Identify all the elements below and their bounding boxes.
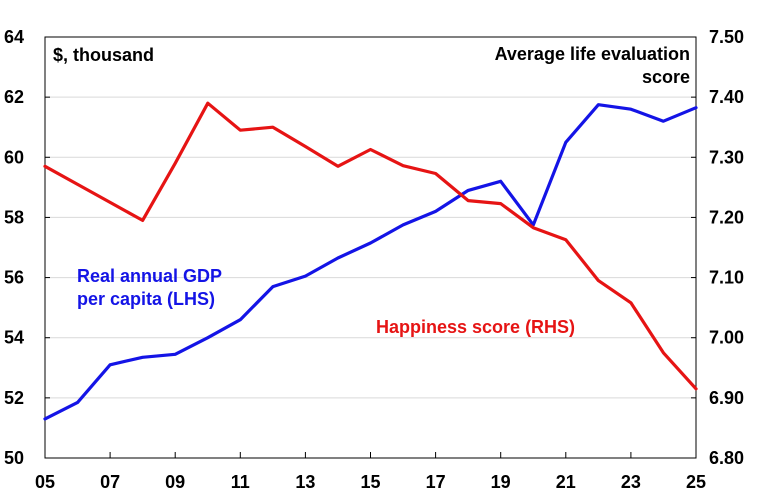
happiness-point-2023 bbox=[629, 301, 633, 305]
x-tick-label-21: 21 bbox=[556, 472, 576, 492]
gdp-point-2024 bbox=[662, 120, 665, 123]
x-tick-label-17: 17 bbox=[426, 472, 446, 492]
happiness-series-line bbox=[43, 101, 698, 391]
gdp-series-label-line-1: Real annual GDP bbox=[77, 266, 222, 286]
happiness-point-2010 bbox=[206, 101, 209, 105]
right-tick-label-7.20: 7.20 bbox=[709, 207, 744, 227]
happiness-point-2020 bbox=[532, 226, 535, 229]
gdp-point-2014 bbox=[336, 256, 340, 260]
happiness-point-2022 bbox=[597, 279, 600, 282]
gdp-series-label-line-2: per capita (LHS) bbox=[77, 289, 215, 309]
happiness-point-2013 bbox=[304, 145, 307, 148]
left-tick-label-54: 54 bbox=[4, 328, 24, 348]
gdp-point-2008 bbox=[141, 356, 144, 359]
x-tick-label-25: 25 bbox=[686, 472, 706, 492]
happiness-point-2015 bbox=[369, 148, 372, 151]
gdp-series-line bbox=[43, 103, 698, 421]
happiness-point-2021 bbox=[564, 238, 567, 241]
x-axis-ticks: 05 07 09 11 13 15 17 19 21 23 25 bbox=[35, 452, 706, 492]
x-tick-label-11: 11 bbox=[231, 472, 250, 492]
happiness-point-2006 bbox=[76, 183, 79, 186]
gdp-point-2006 bbox=[76, 401, 79, 404]
happiness-point-2009 bbox=[174, 162, 177, 165]
happiness-point-2005 bbox=[43, 165, 47, 168]
gdp-point-2009 bbox=[174, 353, 177, 356]
gdp-point-2019 bbox=[499, 180, 502, 183]
gdp-point-2022 bbox=[597, 103, 600, 106]
gdp-point-2010 bbox=[206, 336, 209, 339]
gdp-point-2023 bbox=[629, 107, 633, 111]
plot-frame bbox=[44, 36, 697, 459]
x-tick-label-23: 23 bbox=[621, 472, 641, 492]
right-tick-label-6.80: 6.80 bbox=[709, 448, 744, 468]
happiness-point-2007 bbox=[108, 201, 112, 204]
left-axis-ticks: 50 52 54 56 58 60 62 64 bbox=[4, 27, 50, 468]
right-axis-label-line-2: score bbox=[642, 67, 690, 87]
happiness-point-2024 bbox=[662, 351, 665, 354]
left-tick-label-50: 50 bbox=[4, 448, 24, 468]
x-tick-label-05: 05 bbox=[35, 472, 55, 492]
x-tick-label-19: 19 bbox=[491, 472, 511, 492]
gdp-point-2007 bbox=[108, 363, 112, 366]
right-tick-label-7.00: 7.00 bbox=[709, 328, 744, 348]
gdp-point-2005 bbox=[43, 417, 47, 421]
gdp-point-2015 bbox=[369, 241, 372, 245]
left-tick-label-52: 52 bbox=[4, 388, 24, 408]
right-tick-label-7.10: 7.10 bbox=[709, 268, 744, 288]
left-tick-label-56: 56 bbox=[4, 268, 24, 288]
x-tick-label-13: 13 bbox=[295, 472, 315, 492]
happiness-point-2011 bbox=[239, 129, 242, 132]
gdp-point-2011 bbox=[239, 318, 242, 321]
gdp-data-points bbox=[43, 103, 698, 421]
happiness-point-2016 bbox=[401, 164, 405, 167]
right-tick-label-7.40: 7.40 bbox=[709, 87, 744, 107]
left-axis-label: $, thousand bbox=[53, 45, 154, 65]
right-axis-ticks: 6.80 6.90 7.00 7.10 7.20 7.30 7.40 7.50 bbox=[691, 27, 744, 468]
happiness-series-label: Happiness score (RHS) bbox=[376, 317, 575, 337]
right-tick-label-7.50: 7.50 bbox=[709, 27, 744, 47]
gdp-point-2018 bbox=[466, 189, 470, 192]
right-tick-label-7.30: 7.30 bbox=[709, 147, 744, 167]
happiness-point-2018 bbox=[466, 199, 470, 202]
happiness-point-2019 bbox=[499, 202, 502, 205]
x-tick-label-07: 07 bbox=[100, 472, 120, 492]
gdp-point-2017 bbox=[434, 210, 437, 213]
left-tick-label-62: 62 bbox=[4, 87, 24, 107]
gdp-point-2012 bbox=[271, 285, 275, 288]
gdp-point-2025 bbox=[694, 106, 698, 109]
happiness-point-2025 bbox=[694, 387, 698, 391]
happiness-point-2014 bbox=[336, 165, 340, 168]
x-tick-label-09: 09 bbox=[165, 472, 185, 492]
left-tick-label-60: 60 bbox=[4, 147, 24, 167]
gdp-point-2016 bbox=[401, 223, 405, 227]
series-lines bbox=[43, 101, 698, 421]
happiness-point-2008 bbox=[141, 219, 144, 222]
gridlines bbox=[45, 96, 696, 399]
x-tick-label-15: 15 bbox=[360, 472, 380, 492]
right-tick-label-6.90: 6.90 bbox=[709, 388, 744, 408]
left-tick-label-64: 64 bbox=[4, 27, 24, 47]
happiness-point-2017 bbox=[434, 172, 437, 175]
gdp-point-2021 bbox=[564, 141, 567, 144]
happiness-data-points bbox=[43, 101, 698, 391]
right-axis-label-line-1: Average life evaluation bbox=[495, 44, 690, 64]
happiness-point-2012 bbox=[271, 126, 275, 129]
left-tick-label-58: 58 bbox=[4, 207, 24, 227]
gdp-point-2013 bbox=[304, 274, 307, 278]
